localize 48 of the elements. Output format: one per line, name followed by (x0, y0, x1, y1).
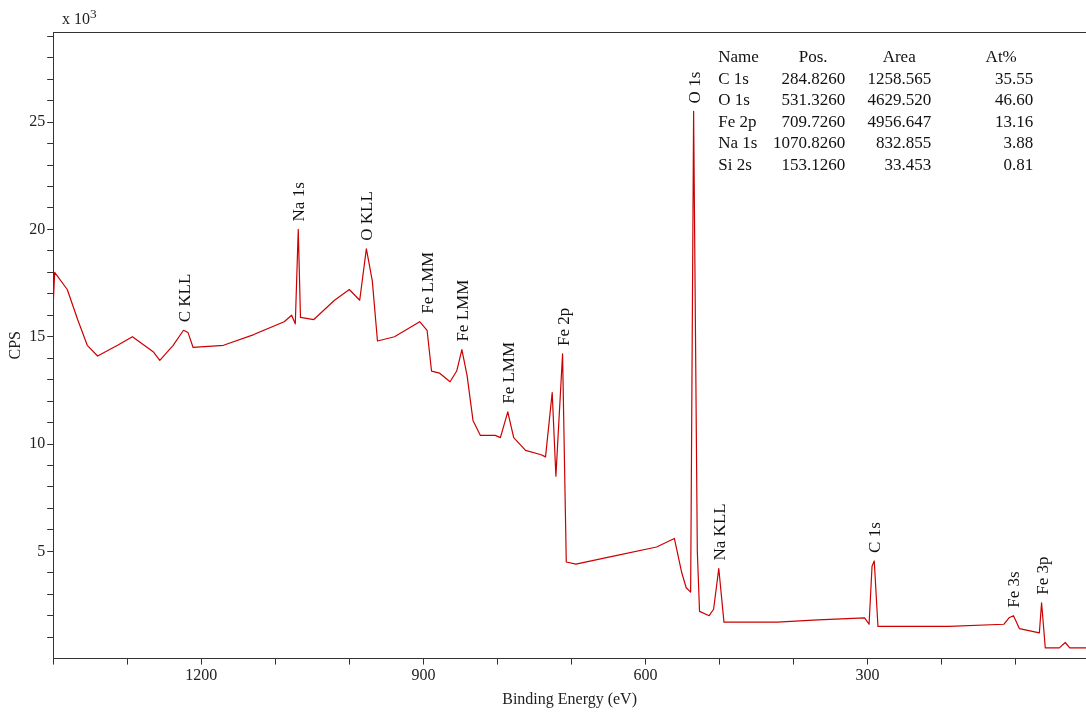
x-tick-label: 600 (633, 666, 658, 684)
x-tick-label: 300 (855, 666, 880, 684)
annotation: Na 1s (289, 182, 309, 222)
annotation: Na 1s (718, 133, 758, 152)
annotation: 832.855 (875, 133, 932, 152)
annotation: C KLL (174, 273, 194, 323)
annotation: 33.453 (884, 154, 932, 174)
annotation: 46.60 (994, 90, 1034, 109)
annotation: 284.8260 (781, 68, 846, 88)
annotation: Fe 2p (718, 111, 757, 131)
annotation: 3.88 (1003, 133, 1034, 152)
y-tick-label: 10 (29, 434, 46, 452)
y-tick-label: 5 (37, 541, 46, 559)
annotation: Name (718, 47, 759, 66)
annotation: Na KLL (709, 503, 729, 561)
annotation: 0.81 (1003, 154, 1034, 174)
annotation: Area (882, 47, 917, 66)
annotation: Fe LMM (418, 251, 438, 314)
annotation: 1258.565 (867, 68, 932, 88)
annotation: Pos. (798, 47, 828, 66)
annotation: O 1s (718, 90, 750, 109)
annotation: 13.16 (994, 111, 1034, 131)
annotation: O 1s (684, 71, 704, 104)
y-tick-label: 25 (29, 112, 46, 130)
annotation: 4629.520 (867, 90, 932, 109)
annotation: Fe LMM (498, 341, 518, 404)
annotation: Fe 3p (1032, 556, 1052, 595)
annotation: 4956.647 (867, 111, 932, 131)
x-tick-label: 1200 (185, 666, 218, 684)
annotation: 1070.8260 (772, 133, 846, 152)
y-tick-label: 20 (29, 219, 46, 237)
y-axis-title: CPS (5, 331, 23, 360)
annotation: 153.1260 (781, 154, 846, 174)
text: x 10$^{3}$ (62, 6, 97, 29)
annotation: At% (985, 47, 1017, 66)
annotation: O KLL (357, 191, 377, 241)
annotation: 709.7260 (781, 111, 846, 131)
annotation: C 1s (865, 522, 885, 553)
annotation: 35.55 (994, 68, 1034, 88)
annotation: Si 2s (718, 154, 752, 174)
x-tick-label: 900 (411, 666, 436, 684)
annotation: Fe 3s (1004, 571, 1024, 608)
y-tick-label: 15 (29, 326, 46, 344)
annotation: Fe LMM (452, 279, 472, 342)
annotation: Fe 2p (553, 307, 573, 346)
x-axis-title: Binding Energy (eV) (502, 689, 637, 708)
annotation: C 1s (718, 68, 749, 88)
annotation: 531.3260 (781, 90, 846, 109)
